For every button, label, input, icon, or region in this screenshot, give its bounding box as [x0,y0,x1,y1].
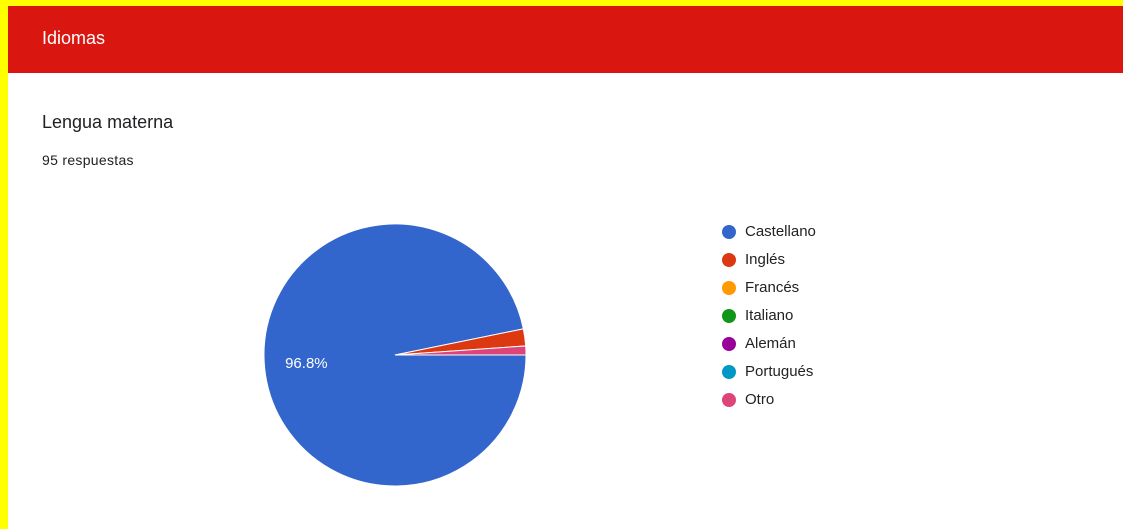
legend-swatch [722,225,736,239]
pie-slice [394,345,527,356]
section-title: Idiomas [42,28,106,48]
response-count: 95 respuestas [42,152,134,168]
legend-swatch [722,337,736,351]
question-title: Lengua materna [42,112,174,132]
legend-label: Inglés [745,251,785,268]
legend-swatch [722,281,736,295]
legend-swatch [722,309,736,323]
legend-label: Francés [745,279,799,296]
legend-label: Italiano [745,307,793,324]
legend-swatch [722,393,736,407]
legend-label: Castellano [745,223,816,240]
legend-label: Alemán [745,335,796,352]
section-header: Idiomas [8,6,1123,73]
legend-label: Otro [745,391,774,408]
legend-swatch [722,365,736,379]
legend-swatch [722,253,736,267]
card: Idiomas Lengua materna 95 respuestas [8,6,1123,529]
legend-label: Portugués [745,363,813,380]
slice-label: 96.8% [285,355,328,372]
